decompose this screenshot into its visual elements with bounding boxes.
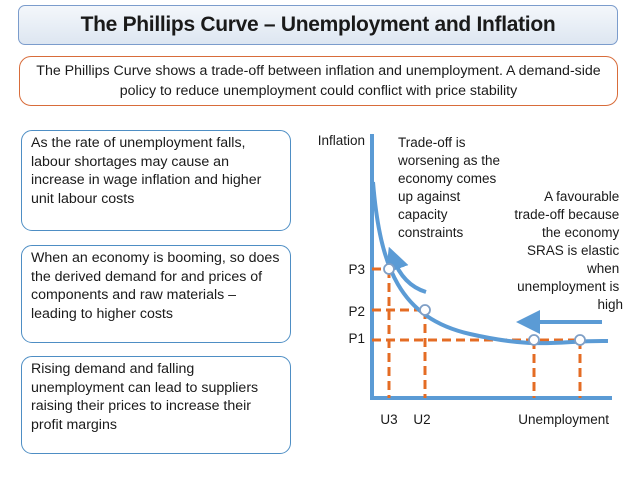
note-labour-costs: As the rate of unemployment falls, labou… xyxy=(31,135,262,207)
price-label-p1: P1 xyxy=(348,331,365,346)
x-axis-label: Unemployment xyxy=(518,412,609,427)
note-box-labour-costs: As the rate of unemployment falls, labou… xyxy=(21,130,291,231)
point-p3-u3 xyxy=(383,263,395,275)
unemployment-label-u3: U3 xyxy=(380,412,397,427)
point-p1-b xyxy=(574,334,586,346)
price-label-p3: P3 xyxy=(348,262,365,277)
note-raw-materials: When an economy is booming, so does the … xyxy=(31,250,280,322)
note-box-raw-materials: When an economy is booming, so does the … xyxy=(21,245,291,343)
title-box: The Phillips Curve – Unemployment and In… xyxy=(18,5,618,45)
worsening-arrow xyxy=(385,246,427,294)
unemployment-label-u2: U2 xyxy=(413,412,430,427)
annotation-favourable-tradeoff: A favourable trade-off because the econo… xyxy=(514,189,623,312)
point-p2-u2 xyxy=(419,304,431,316)
intro-box: The Phillips Curve shows a trade-off bet… xyxy=(19,56,618,106)
price-label-p2: P2 xyxy=(348,304,365,319)
y-axis-label: Inflation xyxy=(318,133,365,148)
page-title: The Phillips Curve – Unemployment and In… xyxy=(80,13,556,36)
phillips-curve xyxy=(371,181,609,346)
intro-text: The Phillips Curve shows a trade-off bet… xyxy=(36,63,601,99)
note-profit-margins: Rising demand and falling unemployment c… xyxy=(31,361,259,433)
note-box-profit-margins: Rising demand and falling unemployment c… xyxy=(21,356,291,454)
annotation-worsening-tradeoff: Trade-off is worsening as the economy co… xyxy=(397,135,504,240)
point-p1-a xyxy=(528,334,540,346)
